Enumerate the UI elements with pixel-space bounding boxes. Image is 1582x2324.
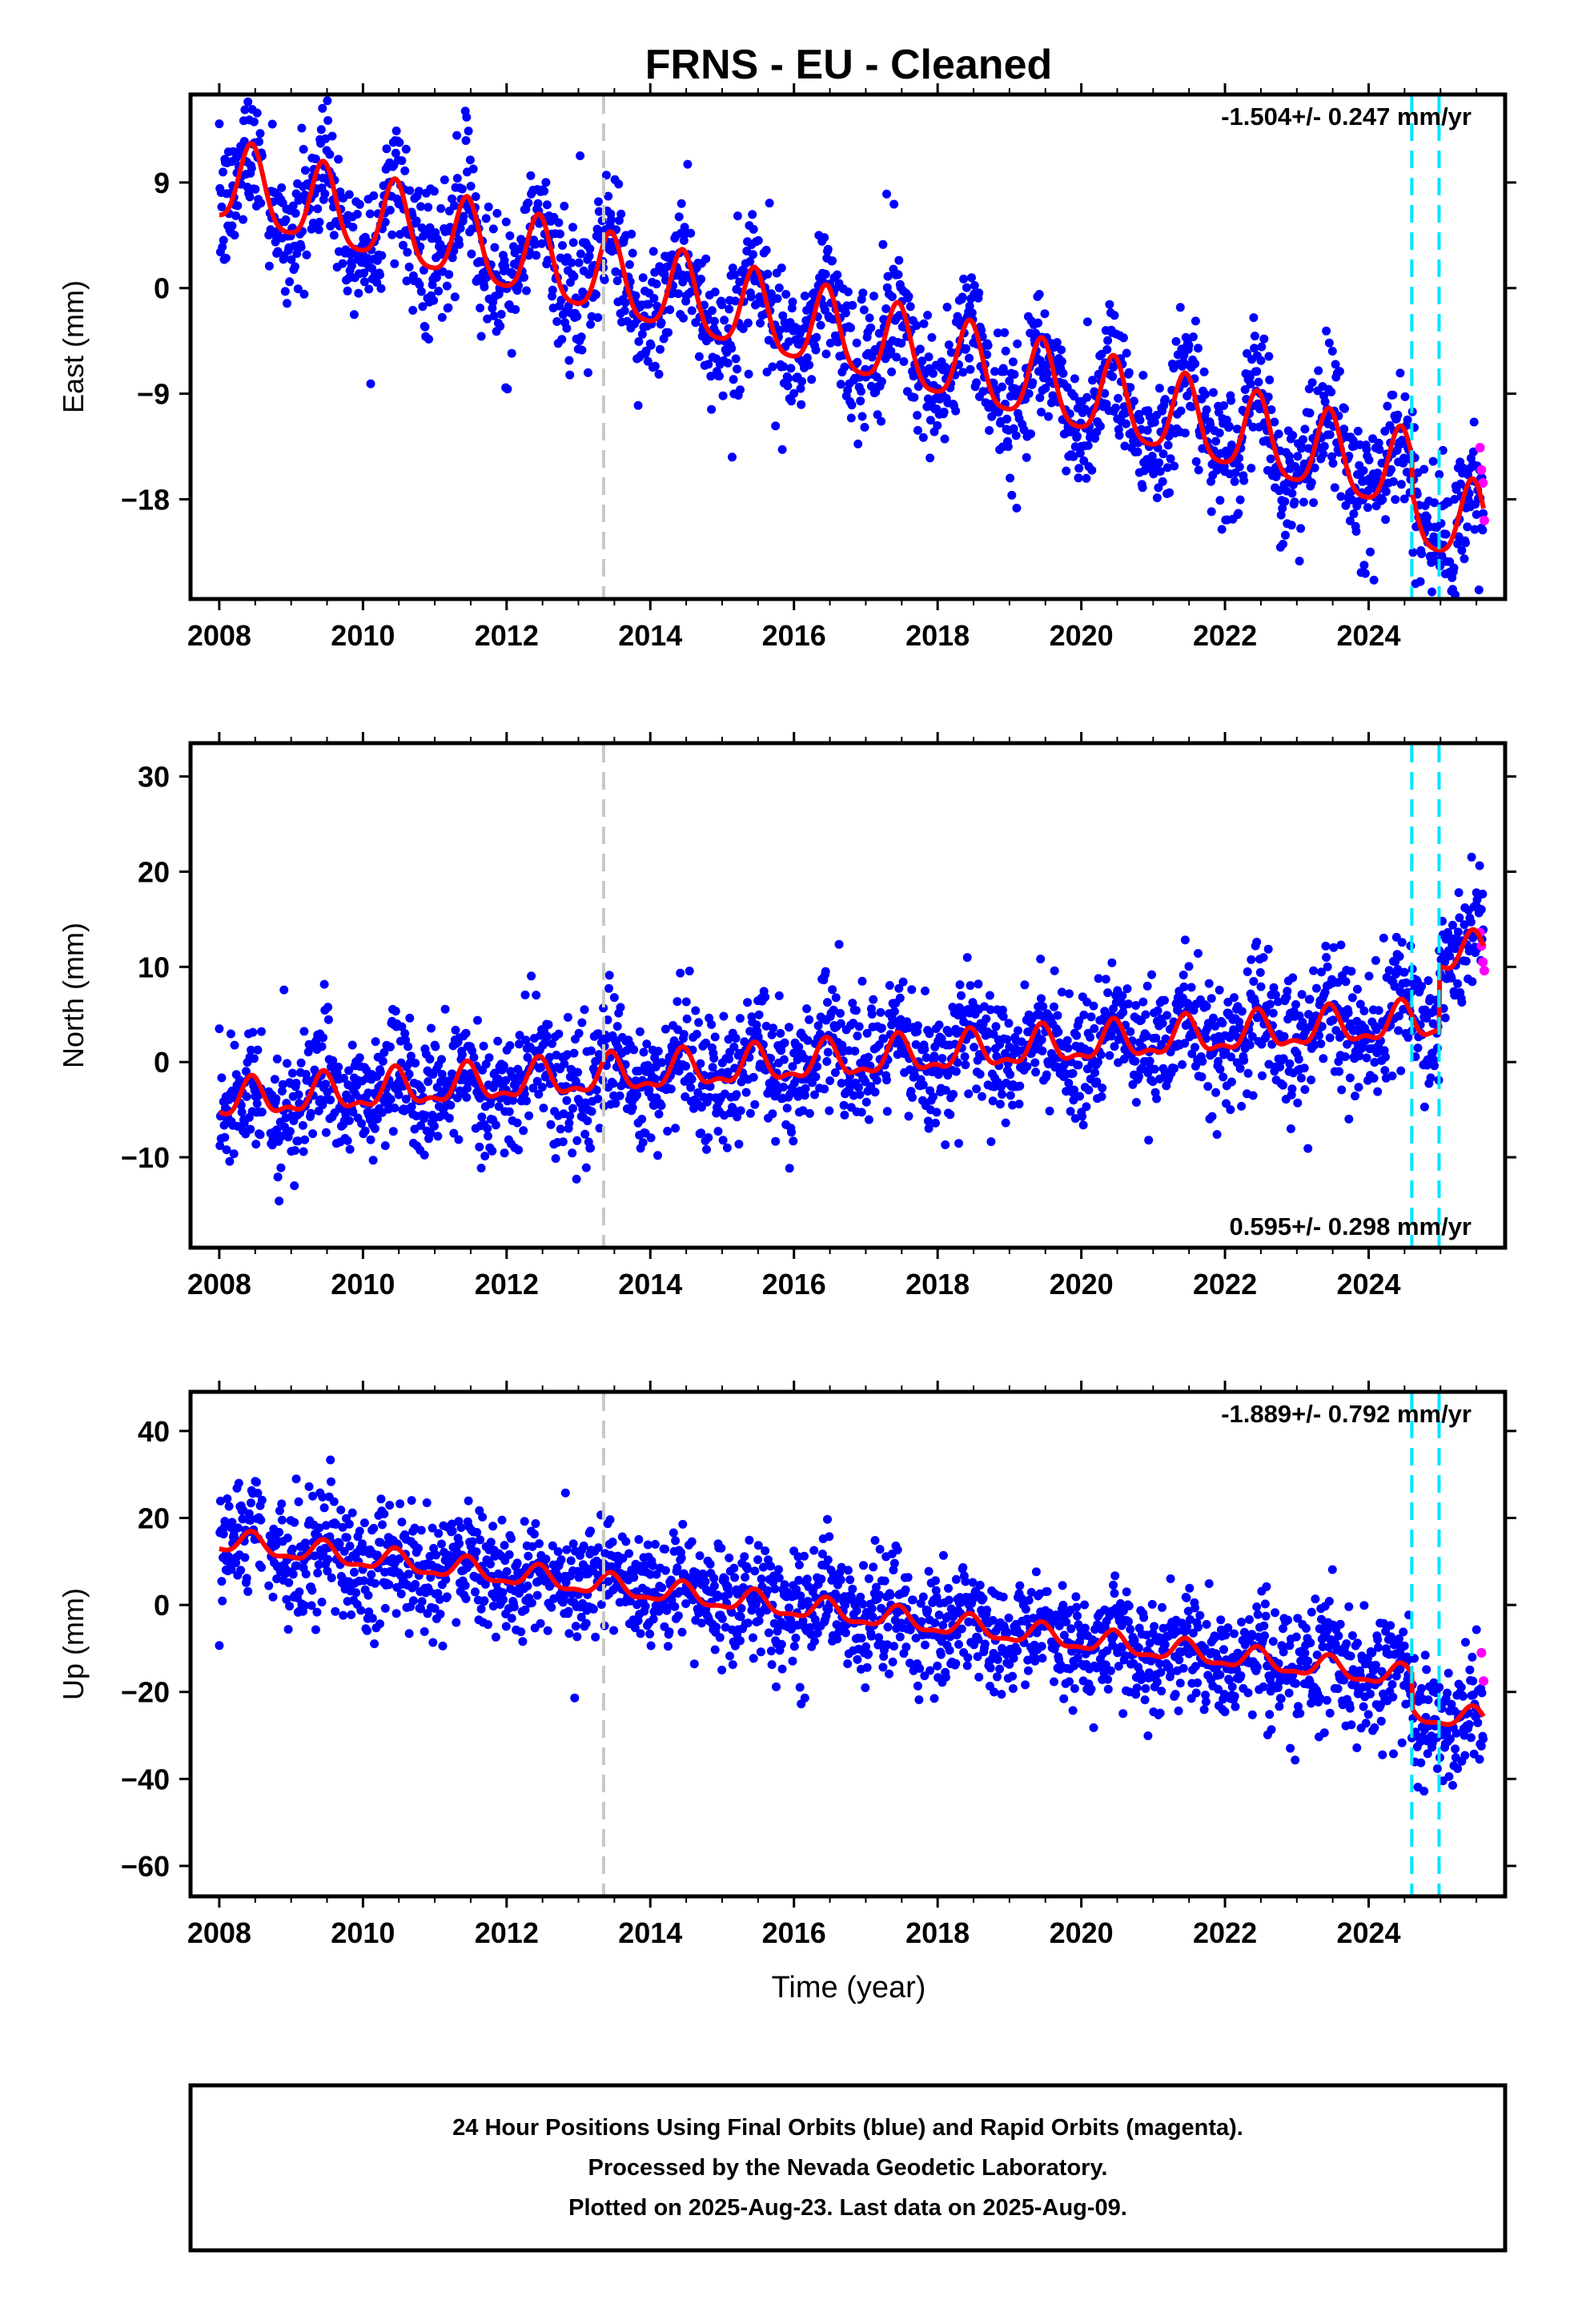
footer-box: 24 Hour Positions Using Final Orbits (bl… (188, 2083, 1508, 2253)
up-x-tick-label: 2010 (331, 1916, 395, 1949)
up-ticks (179, 1381, 1516, 1908)
east-scatter-points (215, 96, 1488, 600)
east-y-label: East (mm) (57, 280, 90, 413)
north-x-tick-label: 2022 (1193, 1268, 1257, 1301)
north-x-tick-label: 2014 (618, 1268, 682, 1301)
east-y-tick-label: −9 (137, 378, 170, 411)
north-x-tick-label: 2008 (187, 1268, 251, 1301)
up-x-tick-label: 2022 (1193, 1916, 1257, 1949)
up-axes-frame (188, 1389, 1508, 1899)
east-model-line (219, 141, 1487, 553)
up-scatter (215, 1455, 1488, 1796)
north-x-tick-label: 2018 (905, 1268, 970, 1301)
north-rate-annotation: 0.595+/- 0.298 mm/yr (1230, 1212, 1472, 1240)
up-x-tick-label: 2018 (905, 1916, 970, 1949)
north-y-tick-label: 20 (138, 855, 170, 888)
chart-title: FRNS - EU - Cleaned (645, 42, 1053, 88)
up-model-line (219, 1528, 1486, 1727)
east-x-tick-label: 2012 (475, 619, 539, 652)
up-rapid-points (1476, 1647, 1489, 1687)
up-x-tick-label: 2024 (1336, 1916, 1400, 1949)
up-x-tick-label: 2012 (475, 1916, 539, 1949)
up-scatter-points (215, 1455, 1488, 1796)
north-y-label: North (mm) (57, 923, 90, 1068)
east-rate-annotation: -1.504+/- 0.247 mm/yr (1221, 103, 1472, 131)
north-x-tick-label: 2016 (762, 1268, 826, 1301)
up-vertical-lines (601, 1393, 1441, 1895)
up-rapid-point (1479, 1676, 1489, 1687)
up-rapid-point (1476, 1647, 1487, 1658)
east-x-tick-label: 2008 (187, 619, 251, 652)
footer-line-1: 24 Hour Positions Using Final Orbits (bl… (452, 2115, 1243, 2141)
footer-line-3: Plotted on 2025-Aug-23. Last data on 202… (568, 2195, 1127, 2221)
east-rapid-point (1479, 515, 1489, 525)
north-scatter-points (215, 852, 1488, 1206)
east-rapid-point (1476, 464, 1487, 475)
up-y-tick-label: −40 (121, 1763, 170, 1795)
east-y-tick-label: 9 (154, 167, 170, 199)
up-y-tick-label: 20 (138, 1502, 170, 1535)
north-rapid-point (1478, 957, 1488, 967)
up-y-tick-label: −20 (121, 1676, 170, 1709)
east-y-tick-label: −18 (121, 483, 170, 516)
panel-up: 40 20 0 −20 −40 −60 2008 2010 2012 2014 2016 2018 2… (57, 1381, 1516, 1949)
north-y-tick-label: 0 (154, 1046, 170, 1079)
up-y-tick-label: 40 (138, 1415, 170, 1448)
up-x-tick-label: 2008 (187, 1916, 251, 1949)
east-scatter (215, 96, 1488, 600)
up-x-tick-label: 2020 (1050, 1916, 1114, 1949)
east-vertical-lines (601, 96, 1441, 597)
up-y-tick-label: −60 (121, 1850, 170, 1883)
north-vertical-lines (601, 745, 1441, 1246)
east-x-tick-label: 2010 (331, 619, 395, 652)
north-ticks (179, 732, 1516, 1259)
east-rapid-points (1475, 443, 1489, 525)
east-x-tick-label: 2024 (1336, 619, 1400, 652)
east-ticks (179, 83, 1516, 610)
north-model-line (219, 927, 1486, 1117)
north-x-tick-label: 2024 (1336, 1268, 1400, 1301)
north-y-tick-label: −10 (121, 1141, 170, 1174)
north-scatter (215, 852, 1488, 1206)
up-x-tick-label: 2014 (618, 1916, 682, 1949)
north-x-tick-label: 2010 (331, 1268, 395, 1301)
east-y-tick-label: 0 (154, 272, 170, 305)
north-axes-frame (188, 741, 1508, 1250)
up-x-tick-label: 2016 (762, 1916, 826, 1949)
footer-line-2: Processed by the Nevada Geodetic Laborat… (588, 2155, 1108, 2181)
panel-east: 9 0 −9 −18 2008 2010 2012 2014 2016 2018 2020 2022… (57, 83, 1516, 652)
east-axes-frame (188, 92, 1508, 601)
east-rapid-point (1475, 443, 1485, 452)
up-y-tick-label: 0 (154, 1589, 170, 1622)
north-y-tick-label: 10 (138, 951, 170, 983)
north-rapid-point (1479, 966, 1489, 976)
east-rapid-point (1478, 477, 1488, 488)
east-x-tick-label: 2022 (1193, 619, 1257, 652)
east-x-tick-label: 2018 (905, 619, 970, 652)
x-axis-label: Time (year) (772, 1971, 926, 2004)
north-x-tick-label: 2020 (1050, 1268, 1114, 1301)
east-x-tick-label: 2016 (762, 619, 826, 652)
up-y-label: Up (mm) (57, 1588, 90, 1700)
north-x-tick-label: 2012 (475, 1268, 539, 1301)
east-x-tick-label: 2020 (1050, 619, 1114, 652)
north-y-tick-label: 30 (138, 761, 170, 794)
east-x-tick-label: 2014 (618, 619, 682, 652)
up-rate-annotation: -1.889+/- 0.792 mm/yr (1221, 1400, 1472, 1428)
